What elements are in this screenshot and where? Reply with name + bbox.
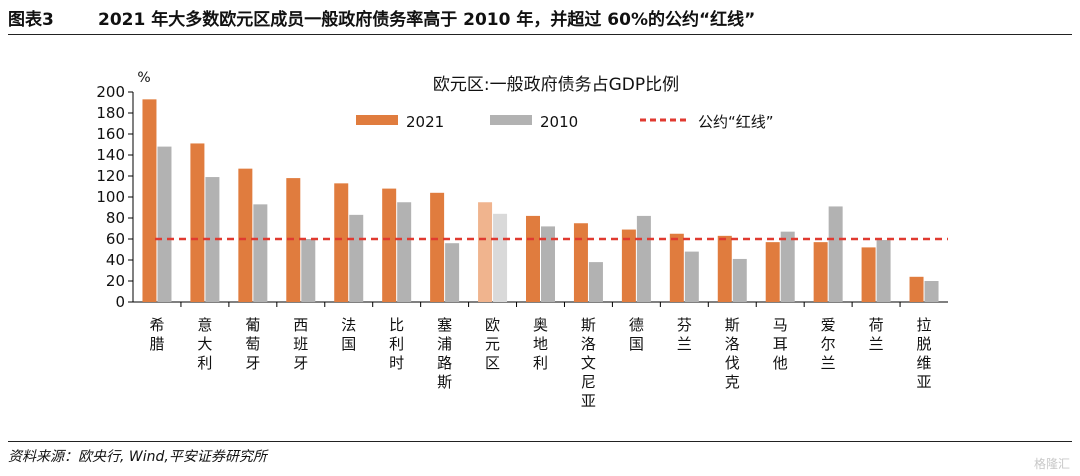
bar-2010	[445, 243, 460, 302]
bar-2010	[636, 215, 651, 302]
bar-2010	[588, 262, 603, 302]
bar-2010	[349, 214, 364, 302]
bar-2021	[717, 235, 732, 302]
bar-2021	[478, 202, 493, 302]
top-rule	[8, 34, 1072, 35]
x-tick-label: 塞浦路斯	[437, 316, 452, 391]
plot-area: 0 20 40 60 80 100 120 140 160 180 200 希腊 意大利 葡萄牙 西班牙 法国…	[96, 83, 948, 410]
bar-2010	[493, 213, 508, 302]
source-note: 资料来源：欧央行, Wind,平安证券研究所	[8, 449, 267, 465]
bar-2010	[157, 146, 172, 302]
y-tick-label: 100	[96, 188, 125, 206]
watermark-text: 格隆汇	[1033, 457, 1070, 471]
x-tick-label: 比利时	[389, 316, 404, 372]
y-tick-label: 0	[115, 293, 125, 311]
bar-2021	[909, 276, 924, 302]
x-tick-label: 马耳他	[773, 316, 788, 372]
x-tick-label: 斯洛文尼亚	[581, 316, 596, 410]
bar-2010	[253, 204, 268, 302]
legend-swatch-2021	[356, 115, 398, 125]
legend-label-redline: 公约“红线”	[698, 113, 774, 131]
figure-label: 图表3	[8, 10, 54, 30]
y-tick-label: 80	[106, 209, 125, 227]
x-tick-label: 芬兰	[677, 316, 692, 353]
chart-title: 欧元区:一般政府债务占GDP比例	[433, 75, 679, 95]
y-tick-label: 140	[96, 146, 125, 164]
bar-2021	[334, 183, 349, 302]
x-tick-label: 斯洛伐克	[725, 316, 740, 391]
bottom-rule	[8, 441, 1072, 442]
bar-2010	[828, 206, 843, 302]
legend-swatch-2010	[490, 115, 532, 125]
bar-2010	[780, 231, 795, 302]
x-tick-label: 法国	[341, 316, 356, 353]
bar-2021	[669, 233, 684, 302]
bar-2021	[526, 215, 540, 302]
legend: 2021 2010 公约“红线”	[356, 113, 774, 131]
y-tick-label: 20	[106, 272, 125, 290]
bar-2010	[397, 202, 412, 302]
y-tick-label: 120	[96, 167, 125, 185]
x-tick-label: 西班牙	[293, 316, 308, 372]
bar-2021	[813, 242, 828, 302]
bar-2010	[876, 240, 891, 302]
bar-2010	[205, 177, 220, 302]
x-tick-label: 意大利	[197, 316, 212, 372]
x-tick-label: 欧元区	[485, 316, 500, 372]
bar-2021	[573, 223, 588, 302]
bar-chart: 欧元区:一般政府债务占GDP比例 % 2021 2010 公约“红线” 0 20 4…	[96, 70, 948, 410]
bar-2021	[190, 143, 205, 302]
bar-2021	[142, 99, 157, 302]
bar-2010	[301, 239, 316, 302]
bar-2010	[684, 251, 699, 302]
y-axis-unit-label: %	[137, 70, 150, 86]
x-tick-label: 爱尔兰	[821, 316, 836, 372]
bar-2021	[621, 229, 636, 302]
x-tick-label: 葡萄牙	[245, 316, 260, 372]
y-tick-label: 40	[106, 251, 125, 269]
y-tick-label: 180	[96, 104, 125, 122]
bar-2021	[861, 247, 876, 302]
bar-2010	[924, 281, 939, 302]
x-tick-label: 拉脱维亚	[917, 316, 932, 391]
x-tick-label: 奥地利	[533, 316, 548, 372]
bar-2021	[382, 188, 397, 302]
bar-2021	[238, 168, 253, 302]
bar-2021	[430, 192, 445, 302]
x-tick-label: 希腊	[149, 316, 164, 353]
bar-2021	[765, 242, 780, 302]
bar-2010	[732, 258, 747, 302]
y-tick-label: 60	[106, 230, 125, 248]
legend-label-2010: 2010	[540, 113, 578, 131]
bar-2010	[541, 226, 555, 302]
x-tick-label: 荷兰	[869, 316, 884, 353]
x-tick-label: 德国	[629, 316, 644, 353]
legend-label-2021: 2021	[406, 113, 444, 131]
figure-header: 图表3 2021 年大多数欧元区成员一般政府债务率高于 2010 年，并超过 60…	[8, 6, 1072, 34]
figure-title: 2021 年大多数欧元区成员一般政府债务率高于 2010 年，并超过 60%的公…	[98, 10, 756, 30]
y-tick-label: 160	[96, 125, 125, 143]
y-tick-label: 200	[96, 83, 125, 101]
